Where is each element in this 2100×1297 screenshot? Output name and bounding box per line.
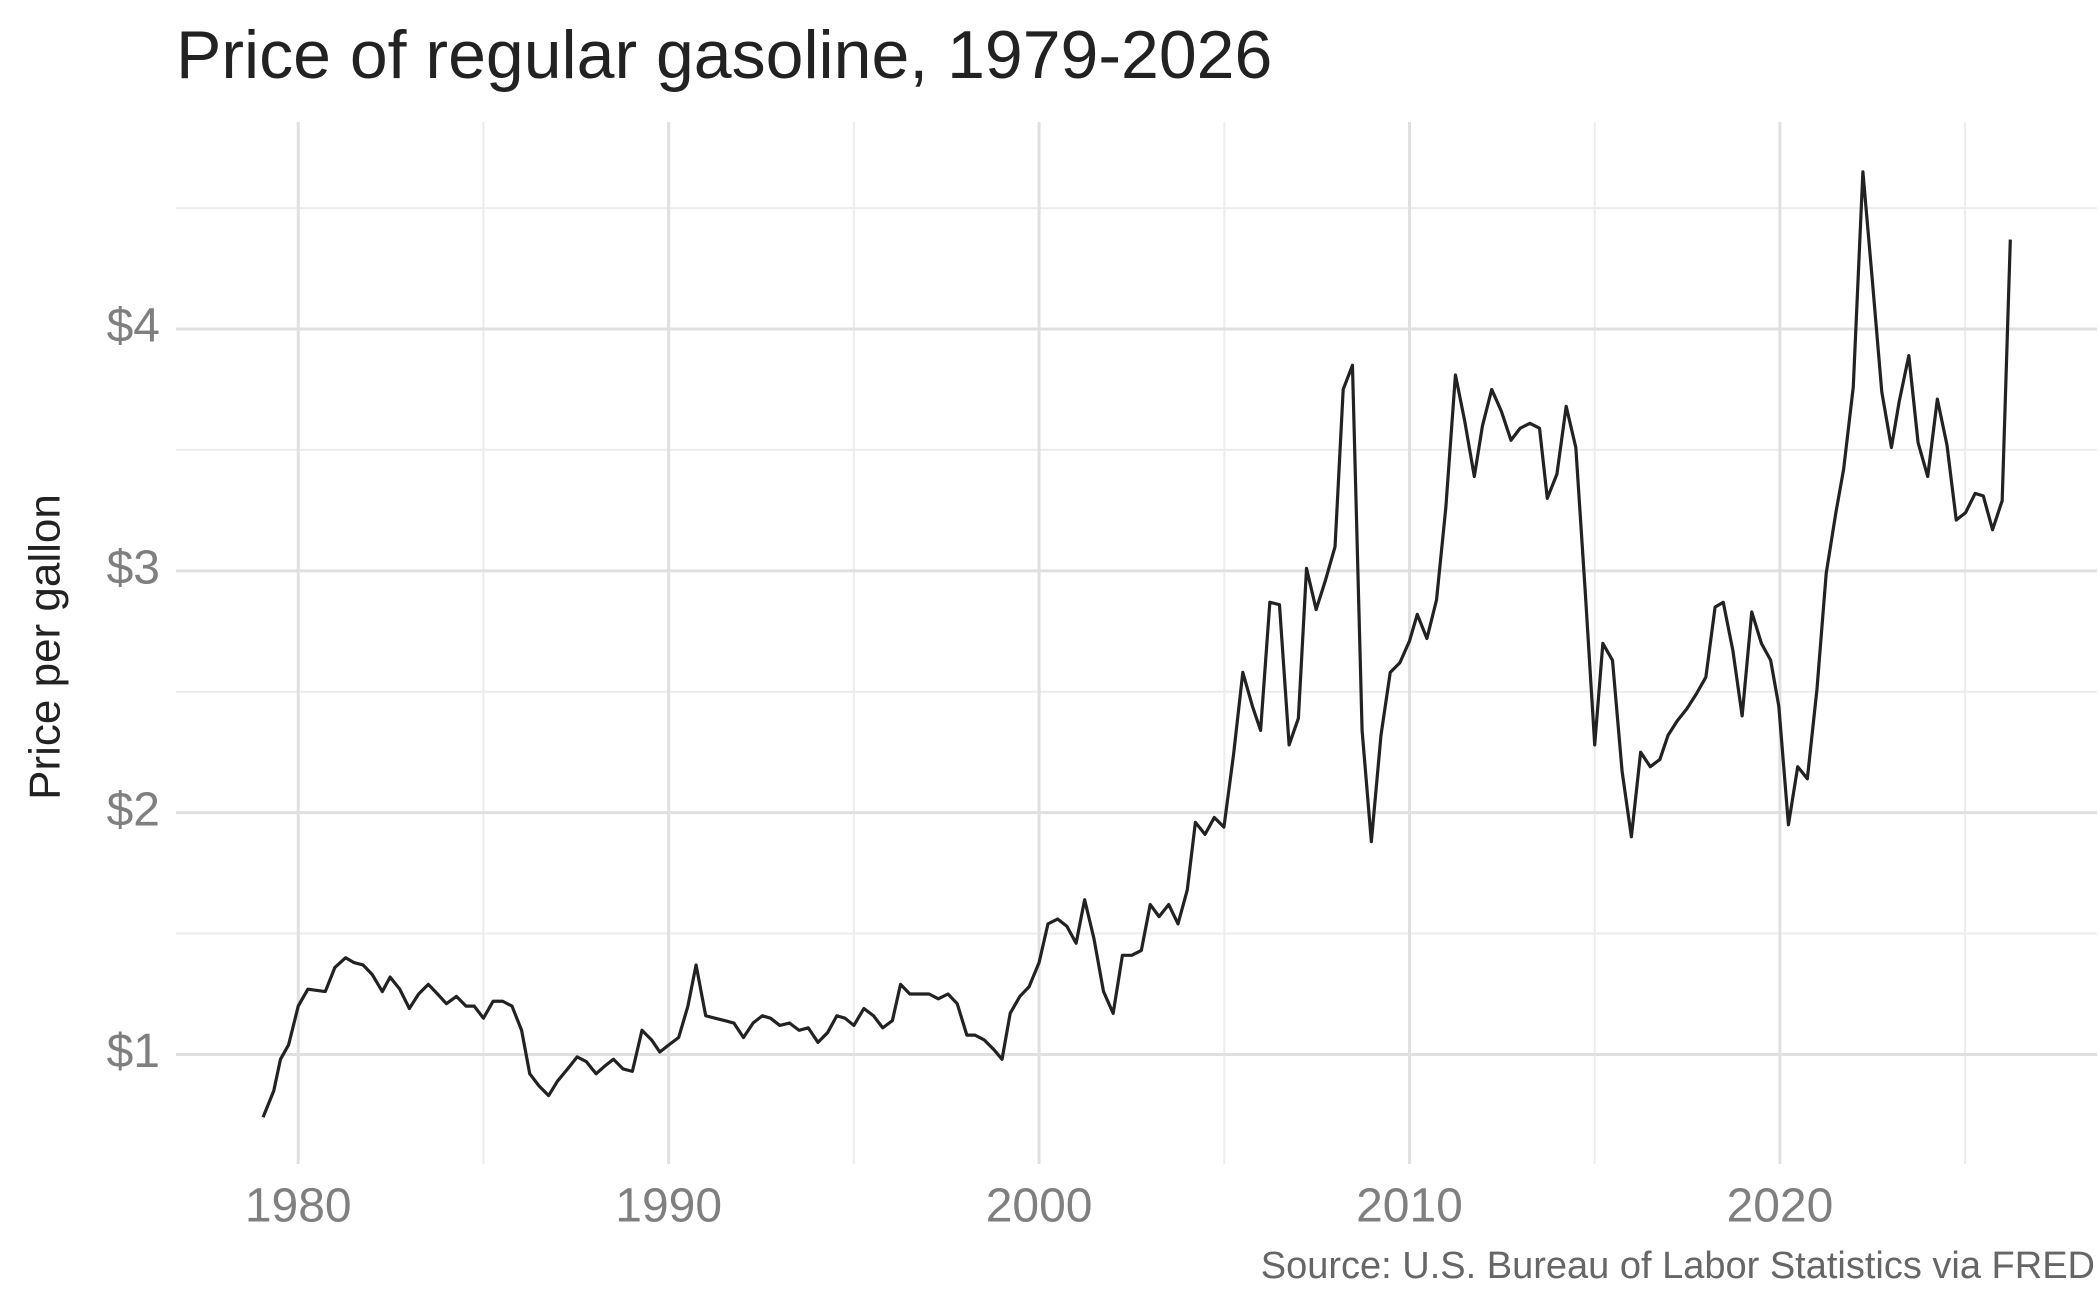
marks	[261, 170, 2012, 1118]
price-line	[261, 170, 2012, 1118]
x-tick-label: 1990	[615, 1180, 722, 1233]
x-tick-label: 1980	[245, 1180, 352, 1233]
y-axis-label: Price per gallon	[21, 494, 70, 800]
x-tick-label: 2010	[1356, 1180, 1463, 1233]
y-tick-label: $4	[107, 300, 160, 353]
x-tick-label: 2020	[1727, 1180, 1834, 1233]
y-tick-label: $2	[107, 783, 160, 836]
caption: Source: U.S. Bureau of Labor Statistics …	[1261, 1245, 2095, 1287]
y-tick-label: $3	[107, 541, 160, 594]
chart-title: Price of regular gasoline, 1979-2026	[176, 17, 1272, 93]
y-tick-label: $1	[107, 1025, 160, 1078]
x-tick-label: 2000	[986, 1180, 1093, 1233]
